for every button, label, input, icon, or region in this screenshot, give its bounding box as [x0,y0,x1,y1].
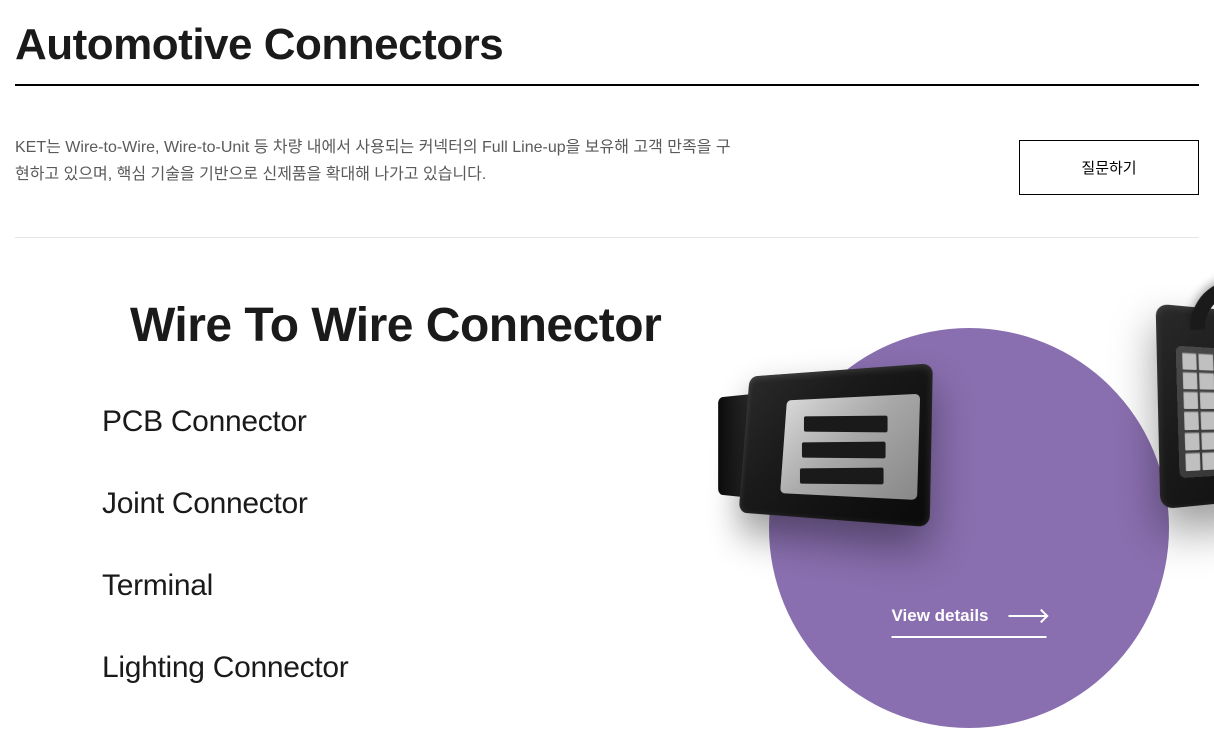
section-divider [15,237,1199,238]
image-column: View details [729,298,1169,733]
category-item-terminal[interactable]: Terminal [102,569,729,603]
arrow-right-icon [1009,611,1047,621]
category-column: Wire To Wire Connector PCB Connector Joi… [130,298,729,733]
category-item-pcb[interactable]: PCB Connector [102,405,729,439]
category-list: PCB Connector Joint Connector Terminal L… [102,405,729,685]
active-category-heading[interactable]: Wire To Wire Connector [130,298,729,353]
connector-product-image [699,278,1179,598]
product-image-circle: View details [769,328,1169,728]
inquiry-button[interactable]: 질문하기 [1019,140,1199,195]
page-title: Automotive Connectors [15,20,1199,70]
title-divider [15,84,1199,86]
content-row: Wire To Wire Connector PCB Connector Joi… [15,298,1199,733]
category-item-joint[interactable]: Joint Connector [102,487,729,521]
page-container: Automotive Connectors KET는 Wire-to-Wire,… [0,0,1214,733]
category-item-lighting[interactable]: Lighting Connector [102,651,729,685]
view-details-link[interactable]: View details [891,606,1046,638]
page-description: KET는 Wire-to-Wire, Wire-to-Unit 등 차량 내에서… [15,134,735,188]
header-row: KET는 Wire-to-Wire, Wire-to-Unit 등 차량 내에서… [15,134,1199,195]
view-details-label: View details [891,606,988,626]
